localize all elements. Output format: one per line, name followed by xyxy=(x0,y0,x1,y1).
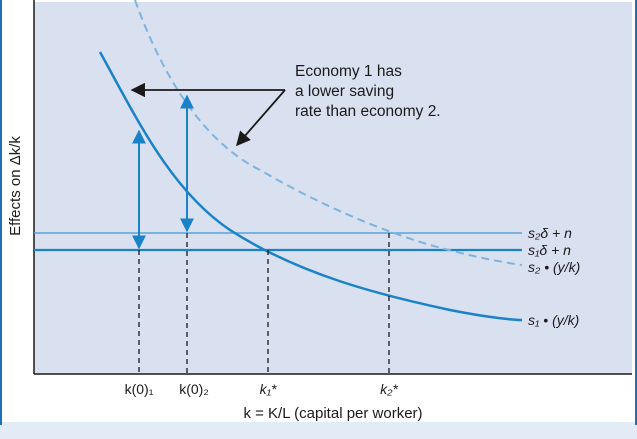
label-s1-depreciation: s₁δ + n xyxy=(528,242,571,258)
y-axis-label: Effects on Δk/k xyxy=(7,136,24,236)
s2-average-product-curve xyxy=(134,0,523,266)
tick-label-k0-1: k(0)₁ xyxy=(125,381,154,397)
annotation-pointer-diagonal xyxy=(236,89,286,147)
label-s1-average-product: s₁ • (y/k) xyxy=(528,312,579,328)
tick-label-k0-2: k(0)₂ xyxy=(179,381,209,397)
x-axis-label: k = K/L (capital per worker) xyxy=(243,405,422,422)
annotation-line-3: rate than economy 2. xyxy=(295,103,441,120)
s1-average-product-curve xyxy=(98,51,523,322)
annotation-line-2: a lower saving xyxy=(295,83,394,100)
label-s2-average-product: s₂ • (y/k) xyxy=(528,259,580,275)
tick-label-k2-star: k₂* xyxy=(380,381,398,397)
annotation-line-1: Economy 1 has xyxy=(295,63,402,80)
tick-label-k1-star: k₁* xyxy=(260,381,277,397)
label-s2-depreciation: s₂δ + n xyxy=(528,225,572,241)
page-bottom-strip xyxy=(0,422,637,439)
